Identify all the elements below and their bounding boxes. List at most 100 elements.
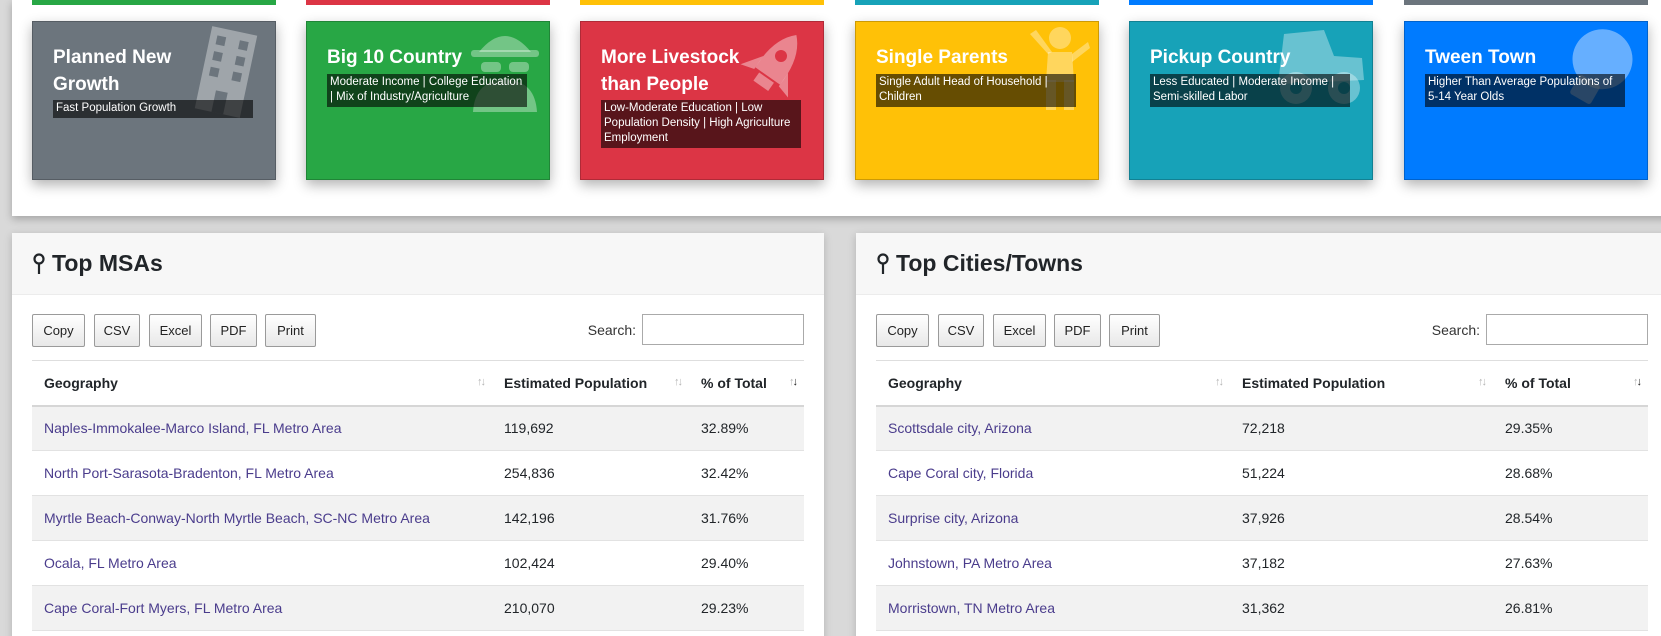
copy-button[interactable]: Copy [32, 314, 85, 347]
geography-link[interactable]: Myrtle Beach-Conway-North Myrtle Beach, … [32, 495, 492, 541]
geography-link[interactable]: North Port-Sarasota-Bradenton, FL Metro … [32, 450, 492, 496]
column-header-geography[interactable]: Geography ↑↓ [876, 360, 1230, 407]
segment-card-big-10-country[interactable]: Big 10 Country Moderate Income | College… [306, 21, 550, 180]
search-label: Search: [1431, 322, 1480, 338]
population-cell: 37,182 [1230, 540, 1493, 586]
population-cell: 142,196 [492, 495, 689, 541]
card-description: Moderate Income | College Education | Mi… [327, 74, 527, 107]
print-button[interactable]: Print [1109, 314, 1160, 347]
table-row: Ocala, FL Metro Area 102,424 29.40% [32, 540, 804, 586]
sort-icon: ↑↓ [477, 376, 486, 388]
csv-button[interactable]: CSV [938, 314, 984, 347]
card-description: Single Adult Head of Household | Childre… [876, 74, 1076, 107]
geography-link[interactable]: Surprise city, Arizona [876, 495, 1230, 541]
segment-card-pickup-country[interactable]: Pickup Country Less Educated | Moderate … [1129, 21, 1373, 180]
search-input[interactable] [642, 314, 804, 345]
geography-link[interactable]: Scottsdale city, Arizona [876, 405, 1230, 451]
segment-card-more-livestock[interactable]: More Livestock than People Low-Moderate … [580, 21, 824, 180]
population-cell: 72,218 [1230, 405, 1493, 451]
card-description: Fast Population Growth [53, 100, 253, 118]
percent-cell: 29.23% [689, 585, 804, 631]
population-cell: 37,926 [1230, 495, 1493, 541]
panel-title: Top Cities/Towns [896, 250, 1083, 276]
population-cell: 51,224 [1230, 450, 1493, 496]
excel-button[interactable]: Excel [993, 314, 1046, 347]
percent-cell: 32.89% [689, 405, 804, 451]
search-label: Search: [587, 322, 636, 338]
card-title: Single Parents [876, 47, 1008, 68]
export-toolbar: Copy CSV Excel PDF Print Search: [32, 314, 804, 348]
geography-link[interactable]: Johnstown, PA Metro Area [876, 540, 1230, 586]
print-button[interactable]: Print [265, 314, 316, 347]
table-row: Surprise city, Arizona 37,926 28.54% [876, 495, 1648, 541]
card-title: Big 10 Country [327, 47, 463, 68]
geography-link[interactable]: Ocala, FL Metro Area [32, 540, 492, 586]
card-stub [1404, 0, 1648, 5]
percent-cell: 29.35% [1493, 405, 1648, 451]
geography-link[interactable]: Naples-Immokalee-Marco Island, FL Metro … [32, 405, 492, 451]
card-description: Less Educated | Moderate Income | Semi-s… [1150, 74, 1350, 107]
top-msas-panel: Top MSAs Copy CSV Excel PDF Print Search… [12, 233, 824, 636]
sort-icon: ↑↓ [1215, 376, 1224, 388]
geography-link[interactable]: Cape Coral city, Florida [876, 450, 1230, 496]
card-title: Pickup Country [1150, 47, 1291, 68]
map-pin-icon [33, 252, 45, 274]
csv-button[interactable]: CSV [94, 314, 140, 347]
column-header-percent[interactable]: % of Total ↑↓ [1493, 360, 1648, 407]
percent-cell: 28.68% [1493, 450, 1648, 496]
card-stub [855, 0, 1099, 5]
search-input[interactable] [1486, 314, 1648, 345]
copy-button[interactable]: Copy [876, 314, 929, 347]
card-stub [1129, 0, 1373, 5]
geography-link[interactable]: Cape Coral-Fort Myers, FL Metro Area [32, 585, 492, 631]
table-row: Scottsdale city, Arizona 72,218 29.35% [876, 405, 1648, 451]
msa-table: Geography ↑↓ Estimated Population ↑↓ % of … [32, 360, 804, 631]
segment-card-single-parents[interactable]: Single Parents Single Adult Head of Hous… [855, 21, 1099, 180]
column-header-population[interactable]: Estimated Population ↑↓ [1230, 360, 1493, 407]
table-row: Naples-Immokalee-Marco Island, FL Metro … [32, 405, 804, 451]
sort-desc-icon: ↑↓ [789, 376, 798, 388]
panel-header: Top Cities/Towns [856, 233, 1661, 295]
table-row: Cape Coral-Fort Myers, FL Metro Area 210… [32, 585, 804, 631]
population-cell: 119,692 [492, 405, 689, 451]
column-header-population[interactable]: Estimated Population ↑↓ [492, 360, 689, 407]
sort-icon: ↑↓ [674, 376, 683, 388]
table-row: North Port-Sarasota-Bradenton, FL Metro … [32, 450, 804, 496]
sort-icon: ↑↓ [1478, 376, 1487, 388]
percent-cell: 32.42% [689, 450, 804, 496]
pdf-button[interactable]: PDF [1054, 314, 1101, 347]
table-row: Johnstown, PA Metro Area 37,182 27.63% [876, 540, 1648, 586]
sort-desc-icon: ↑↓ [1633, 376, 1642, 388]
card-title: Tween Town [1425, 47, 1537, 68]
population-cell: 31,362 [1230, 585, 1493, 631]
card-title: More Livestock than People [601, 47, 740, 95]
pdf-button[interactable]: PDF [210, 314, 257, 347]
percent-cell: 29.40% [689, 540, 804, 586]
export-toolbar: Copy CSV Excel PDF Print Search: [876, 314, 1648, 348]
population-cell: 102,424 [492, 540, 689, 586]
population-cell: 210,070 [492, 585, 689, 631]
percent-cell: 28.54% [1493, 495, 1648, 541]
geography-link[interactable]: Morristown, TN Metro Area [876, 585, 1230, 631]
column-header-percent[interactable]: % of Total ↑↓ [689, 360, 804, 407]
table-row: Morristown, TN Metro Area 31,362 26.81% [876, 585, 1648, 631]
segment-card-tween-town[interactable]: Tween Town Higher Than Average Populatio… [1404, 21, 1648, 180]
segments-panel: Planned New Growth Fast Population Growt… [12, 0, 1661, 216]
map-pin-icon [877, 252, 889, 274]
percent-cell: 31.76% [689, 495, 804, 541]
excel-button[interactable]: Excel [149, 314, 202, 347]
card-description: Higher Than Average Populations of 5-14 … [1425, 74, 1625, 107]
card-description: Low-Moderate Education | Low Population … [601, 100, 801, 148]
table-row: Cape Coral city, Florida 51,224 28.68% [876, 450, 1648, 496]
card-title: Planned New Growth [53, 47, 172, 95]
panel-header: Top MSAs [12, 233, 824, 295]
column-header-geography[interactable]: Geography ↑↓ [32, 360, 492, 407]
table-row: Myrtle Beach-Conway-North Myrtle Beach, … [32, 495, 804, 541]
card-stub [580, 0, 824, 5]
percent-cell: 27.63% [1493, 540, 1648, 586]
percent-cell: 26.81% [1493, 585, 1648, 631]
segment-card-planned-new-growth[interactable]: Planned New Growth Fast Population Growt… [32, 21, 276, 180]
population-cell: 254,836 [492, 450, 689, 496]
rocket-icon [740, 35, 798, 98]
top-cities-panel: Top Cities/Towns Copy CSV Excel PDF Prin… [856, 233, 1661, 636]
